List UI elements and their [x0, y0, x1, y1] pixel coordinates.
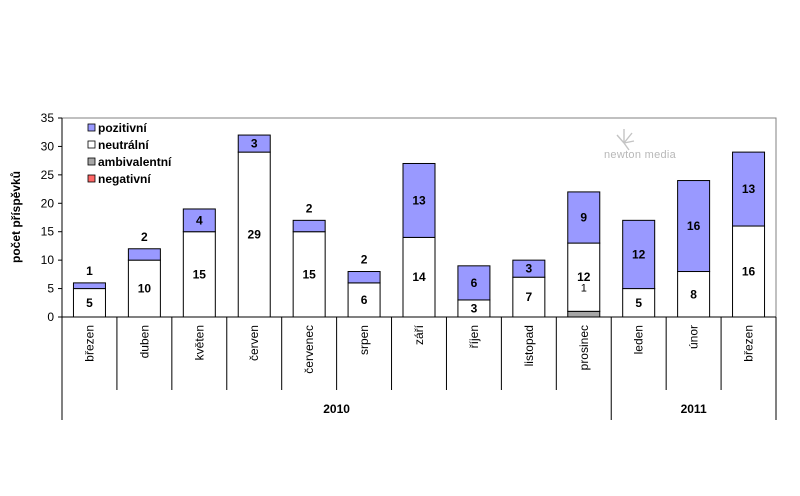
data-label: 2 — [306, 201, 313, 215]
legend-label: neutrální — [98, 138, 149, 152]
category-label: leden — [632, 325, 646, 354]
data-label: 13 — [742, 182, 756, 196]
bar-segment-neutrální — [347, 282, 381, 318]
y-axis-label: počet příspěvků — [9, 171, 23, 263]
data-label: 4 — [196, 213, 203, 227]
bar-segment-pozitivní — [292, 219, 326, 233]
bar-segment-pozitivní — [347, 271, 381, 284]
y-tick-label: 30 — [41, 139, 55, 153]
category-label: květen — [192, 325, 206, 360]
year-label: 2011 — [681, 402, 707, 416]
y-tick-label: 15 — [41, 225, 55, 239]
data-label: 1 — [86, 264, 93, 278]
data-label: 15 — [193, 267, 207, 281]
y-tick-label: 25 — [41, 168, 55, 182]
data-label: 6 — [471, 276, 478, 290]
data-label: 3 — [526, 262, 533, 276]
legend-swatch — [87, 140, 96, 149]
bar-segment-pozitivní — [567, 191, 601, 244]
data-label: 16 — [742, 265, 756, 279]
data-label: 14 — [412, 270, 426, 284]
bar-segment-neutrální — [732, 225, 766, 318]
category-label: září — [412, 324, 426, 345]
y-tick-label: 20 — [41, 196, 55, 210]
legend-label: negativní — [98, 172, 151, 186]
bar-segment-neutrální — [512, 276, 546, 318]
legend-label: ambivalentní — [98, 155, 172, 169]
data-label: 3 — [251, 137, 258, 151]
logo-symbol-icon — [616, 129, 635, 151]
bar-segment-pozitivní — [127, 248, 161, 261]
bar-segment-pozitivní — [732, 151, 766, 227]
y-tick-label: 5 — [47, 282, 54, 296]
data-label: 2 — [141, 230, 148, 244]
data-label: 13 — [412, 193, 426, 207]
data-label: 12 — [632, 247, 646, 261]
chart-legend: pozitivní neutrální ambivalentní negativní — [87, 121, 172, 186]
y-tick-label: 35 — [41, 111, 55, 125]
category-label: březen — [742, 325, 756, 362]
category-label: říjen — [467, 325, 481, 348]
data-label: 9 — [580, 211, 587, 225]
bar-segment-neutrální — [677, 271, 711, 318]
y-tick-label: 10 — [41, 253, 55, 267]
data-label: 1 — [581, 282, 587, 294]
bar-segment-neutrální — [402, 236, 436, 318]
data-label: 8 — [690, 287, 697, 301]
data-label: 16 — [687, 219, 701, 233]
legend-swatch — [87, 174, 96, 183]
data-label: 6 — [361, 293, 368, 307]
year-label: 2010 — [323, 402, 350, 416]
category-label: červen — [247, 325, 261, 361]
category-label: listopad — [522, 325, 536, 366]
legend-label: pozitivní — [98, 121, 147, 135]
bar-segment-pozitivní — [512, 259, 546, 278]
logo-text: newton media — [604, 149, 677, 161]
data-label: 29 — [248, 228, 262, 242]
category-label: duben — [137, 325, 151, 358]
bar-segment-pozitivní — [622, 219, 656, 290]
category-labels: 2010 2011 březen duben květen červen červenec s… — [82, 324, 755, 416]
bar-segment-pozitivní — [457, 265, 491, 301]
bar-segment-neutrální — [292, 231, 326, 318]
bar-segment-pozitivní — [402, 162, 436, 238]
data-label: 5 — [635, 296, 642, 310]
bar-segment-pozitivní — [237, 134, 271, 153]
chart-bars — [72, 134, 766, 318]
category-label: prosinec — [577, 325, 591, 370]
y-tick-label: 0 — [47, 310, 54, 324]
bar-segment-neutrální — [127, 259, 161, 318]
category-label: srpen — [357, 325, 371, 355]
legend-swatch — [87, 123, 96, 132]
bar-segment-neutrální — [237, 151, 271, 318]
data-label: 7 — [526, 290, 533, 304]
category-label: březen — [82, 325, 96, 362]
bar-segment-neutrální — [72, 288, 106, 318]
data-label: 2 — [361, 253, 368, 267]
data-label: 5 — [86, 296, 93, 310]
category-label: únor — [687, 325, 701, 349]
data-label: 12 — [577, 270, 591, 284]
newton-media-logo: newton media — [604, 129, 677, 161]
data-label: 10 — [138, 282, 152, 296]
bar-segment-ambivalentní — [567, 310, 601, 318]
data-label: 15 — [302, 267, 316, 281]
bar-segment-pozitivní — [72, 282, 106, 290]
bar-segment-neutrální — [622, 288, 656, 318]
bar-segment-pozitivní — [182, 208, 216, 233]
category-label: červenec — [302, 325, 316, 374]
legend-swatch — [87, 157, 96, 166]
bar-segment-pozitivní — [677, 180, 711, 273]
data-label: 3 — [471, 301, 478, 315]
bar-segment-neutrální — [182, 231, 216, 318]
